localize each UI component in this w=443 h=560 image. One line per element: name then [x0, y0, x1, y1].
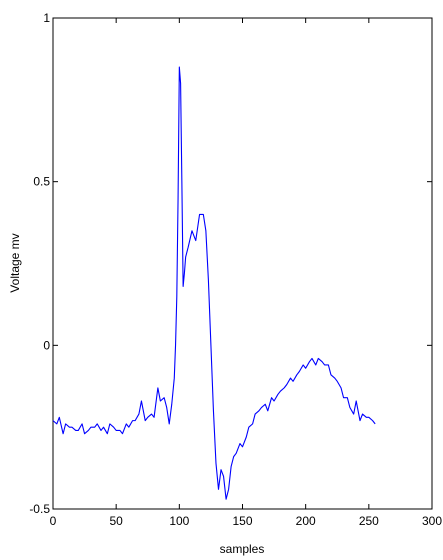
x-axis-label: samples	[220, 542, 265, 556]
y-axis-label: Voltage mv	[8, 233, 22, 292]
x-tick-label-4: 200	[296, 514, 316, 528]
x-tick-label-2: 100	[169, 514, 189, 528]
y-tick-label-3: 1	[43, 11, 50, 25]
x-tick-label-0: 0	[50, 514, 57, 528]
plot-area-frame	[52, 17, 433, 510]
x-axis-ticks: 0 50 100 150 200 250 300	[50, 18, 442, 528]
series-line	[52, 66, 376, 500]
x-tick-label-1: 50	[109, 514, 123, 528]
x-tick-label-6: 300	[422, 514, 442, 528]
y-tick-label-2: 0.5	[33, 175, 50, 189]
y-tick-label-0: -0.5	[29, 502, 50, 516]
y-axis-ticks: -0.5 0 0.5 1	[29, 11, 432, 516]
y-tick-label-1: 0	[43, 338, 50, 352]
x-tick-label-3: 150	[232, 514, 252, 528]
x-tick-label-5: 250	[359, 514, 379, 528]
